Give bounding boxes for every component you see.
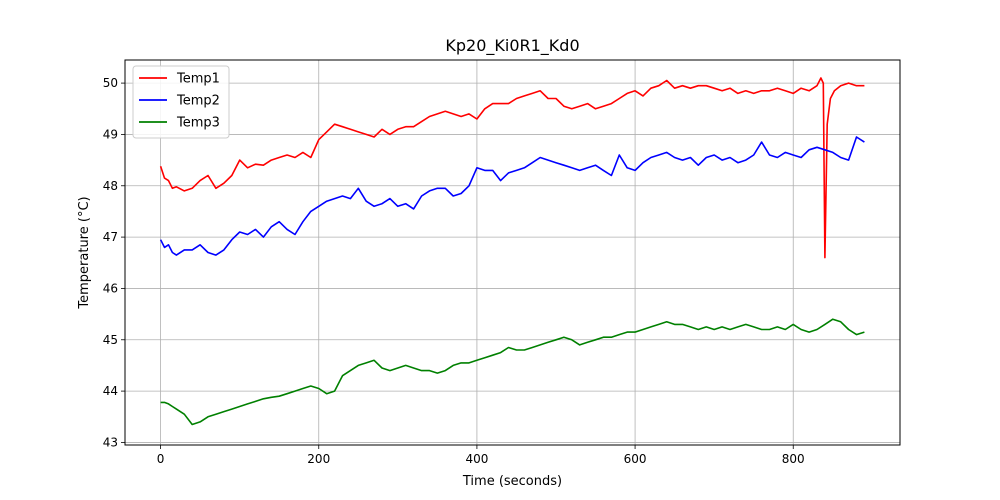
chart-title: Kp20_Ki0R1_Kd0 [445,36,579,56]
y-tick-label: 43 [103,435,118,449]
y-tick-label: 49 [103,127,118,141]
legend-label: Temp3 [176,116,220,131]
x-tick-label: 0 [157,452,165,466]
legend-label: Temp1 [176,72,220,87]
legend-label: Temp2 [176,94,220,109]
y-axis-title: Temperature (°C) [77,196,92,309]
series-line-temp3 [160,318,865,426]
y-tick-label: 44 [103,384,118,398]
axis-ticks: 0 200 400 600 800 43 44 45 46 47 48 49 50 [103,76,805,466]
series-line-temp1 [159,77,865,259]
y-tick-label: 47 [103,230,118,244]
legend-box [132,65,230,139]
x-axis-title: Time (seconds) [462,474,562,489]
series-lines [159,77,865,426]
plot-area-frame [124,59,901,446]
y-tick-label: 50 [103,76,118,90]
grid-lines [125,60,900,445]
x-tick-label: 200 [307,452,330,466]
x-tick-label: 800 [782,452,805,466]
x-tick-label: 400 [465,452,488,466]
y-tick-label: 45 [103,333,118,347]
y-tick-label: 48 [103,179,118,193]
x-tick-label: 600 [624,452,647,466]
y-tick-label: 46 [103,281,118,295]
legend: Temp1 Temp2 Temp3 [132,65,230,139]
series-line-temp2 [159,136,865,256]
